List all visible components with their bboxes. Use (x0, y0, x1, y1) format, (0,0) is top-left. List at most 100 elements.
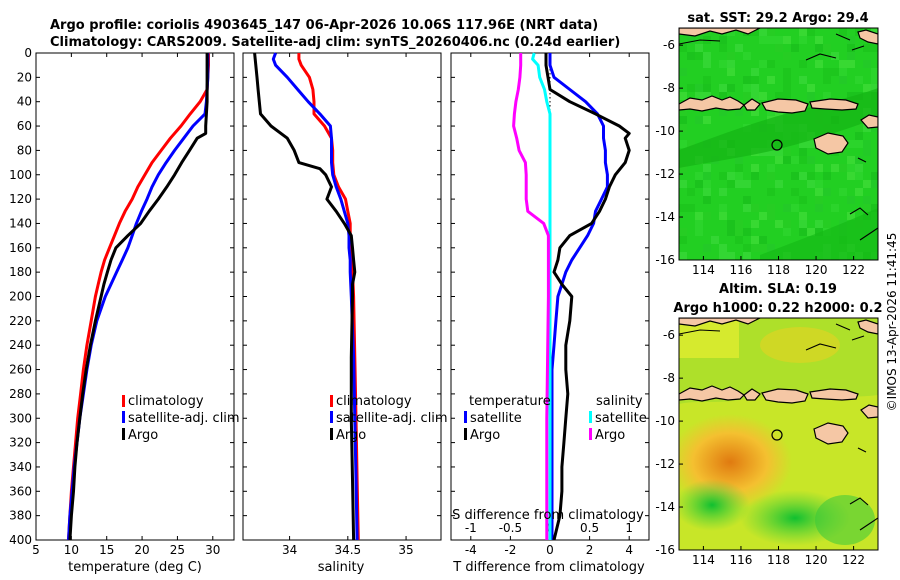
legend-swatch-t-argo (464, 428, 467, 440)
sst-pixel (775, 180, 783, 188)
sst-pixel (791, 188, 799, 196)
sst-pixel (703, 244, 711, 252)
temperature-profile-panel: 0 20 40 60 80 100 120 140 160 180 200 220 240 260 280 3… (9, 46, 240, 575)
sst-pixel (863, 180, 871, 188)
sst-pixel (799, 228, 807, 236)
sst-map-title: sat. SST: 29.2 Argo: 29.4 (687, 11, 868, 26)
legend-swatch-satellite (330, 411, 333, 423)
sst-pixel (839, 164, 847, 172)
sst-pixel (751, 108, 759, 116)
y-tick-label: 340 (9, 460, 32, 474)
sst-pixel (703, 60, 711, 68)
y-tick-label: 20 (17, 70, 32, 84)
sst-pixel (807, 140, 815, 148)
sst-pixel (871, 204, 878, 212)
sst-pixel (783, 220, 791, 228)
sst-pixel (839, 60, 847, 68)
sst-pixel (799, 148, 807, 156)
title-line-1: Argo profile: coriolis 4903645_147 06-Ap… (50, 18, 598, 33)
difference-xlabel: T difference from climatology (452, 560, 645, 575)
sst-pixel (743, 252, 751, 260)
y-tick-label: 300 (9, 411, 32, 425)
sst-pixel (855, 188, 863, 196)
legend-argo: Argo (128, 428, 158, 443)
sst-pixel (799, 196, 807, 204)
sst-pixel (783, 148, 791, 156)
sst-pixel (751, 76, 759, 84)
sst-pixel (695, 92, 703, 100)
lon-tick-label: 118 (767, 553, 790, 567)
sst-pixel (815, 228, 823, 236)
sst-pixel (799, 212, 807, 220)
y-tick-label: 400 (9, 533, 32, 547)
x-tick-label: 4 (625, 543, 633, 557)
sst-pixel (815, 188, 823, 196)
sst-pixel (823, 68, 831, 76)
sst-pixel (687, 140, 695, 148)
sst-pixel (687, 188, 695, 196)
sst-pixel (727, 180, 735, 188)
sst-pixel (855, 132, 863, 140)
sst-pixel (743, 196, 751, 204)
sst-map-field (679, 28, 878, 260)
sst-pixel (855, 164, 863, 172)
lombok-shape (743, 388, 761, 401)
legend-swatch-t-satellite (464, 411, 467, 423)
sla-map-title-2: Argo h1000: 0.22 h2000: 0.2 (673, 301, 882, 316)
sst-pixel (815, 60, 823, 68)
sst-pixel (727, 60, 735, 68)
sst-pixel (703, 92, 711, 100)
sst-pixel (831, 164, 839, 172)
sst-pixel (719, 44, 727, 52)
sst-pixel (855, 156, 863, 164)
sst-pixel (679, 204, 687, 212)
sst-pixel (839, 28, 847, 36)
lon-tick-label: 114 (692, 263, 715, 277)
x-tick-label: 0 (546, 543, 554, 557)
sst-pixel (695, 172, 703, 180)
y-tick-label: 100 (9, 168, 32, 182)
sst-pixel (863, 204, 871, 212)
sla-low-anomaly-3 (815, 495, 875, 545)
sst-pixel (703, 188, 711, 196)
sst-pixel (679, 68, 687, 76)
sst-pixel (679, 116, 687, 124)
sst-pixel (735, 228, 743, 236)
sst-pixel (743, 180, 751, 188)
sst-pixel (719, 60, 727, 68)
sst-pixel (767, 212, 775, 220)
sst-pixel (831, 68, 839, 76)
sst-pixel (815, 180, 823, 188)
sst-pixel (807, 228, 815, 236)
sumbawa-shape (761, 98, 809, 114)
sst-pixel (735, 44, 743, 52)
sst-pixel (751, 172, 759, 180)
sla-north-high (760, 327, 840, 363)
sst-pixel (735, 220, 743, 228)
legend-swatch-s-satellite (589, 411, 592, 423)
temperature-xlabel: temperature (deg C) (68, 560, 202, 575)
sst-pixel (767, 244, 775, 252)
legend-salinity-title: salinity (596, 394, 643, 409)
y-tick-label: 60 (17, 119, 32, 133)
sst-pixel (759, 28, 767, 36)
sst-pixel (679, 108, 687, 116)
sst-pixel (783, 84, 791, 92)
sst-pixel (751, 220, 759, 228)
sst-pixel (751, 28, 759, 36)
y-tick-label: 260 (9, 363, 32, 377)
y-tick-label: 360 (9, 484, 32, 498)
sst-pixel (719, 252, 727, 260)
sst-pixel (871, 44, 878, 52)
sst-pixel (799, 220, 807, 228)
sst-pixel (775, 44, 783, 52)
legend-satellite-adj: satellite-adj. clim (128, 411, 240, 426)
sst-pixel (703, 180, 711, 188)
sst-pixel (855, 124, 863, 132)
sst-pixel (719, 172, 727, 180)
sst-pixel (783, 76, 791, 84)
legend-climatology: climatology (336, 394, 412, 409)
sst-pixel (815, 204, 823, 212)
sst-cool-patch (760, 208, 878, 260)
sla-land (679, 318, 878, 445)
